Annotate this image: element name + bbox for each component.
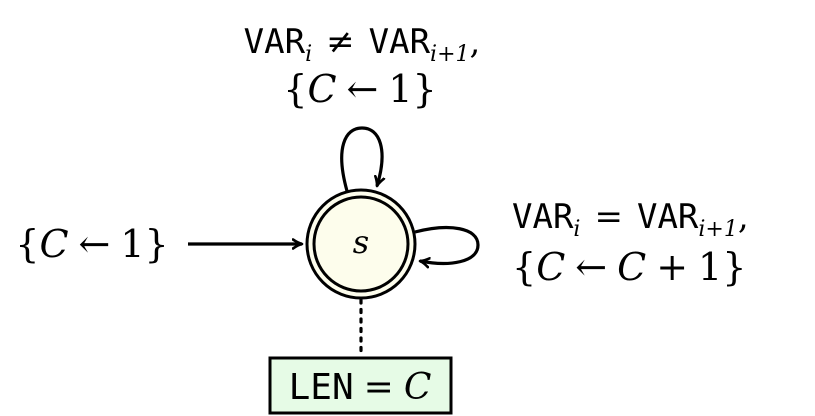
output-box-frame: [268, 356, 453, 415]
output-box-label: LEN = C: [289, 367, 432, 408]
loop-right-label: VARi = VARi+1, {C ← C +1}: [512, 197, 749, 289]
loop-top-label: VARi ≠ VARi+1, {C ← 1}: [244, 22, 481, 111]
loop-top-assignment: {C ← 1}: [283, 67, 436, 111]
state-inner-circle: [312, 195, 410, 293]
state-s: s: [305, 188, 417, 300]
loop-right-assignment: {C ← C +1}: [512, 245, 746, 289]
loop-right-condition: VARi = VARi+1,: [512, 197, 749, 242]
state-label: s: [353, 223, 369, 261]
initial-transition-label: {C ← 1}: [15, 222, 168, 266]
loop-top-edge: [340, 126, 382, 192]
loop-right-edge: [414, 226, 480, 264]
output-box: LEN = C: [268, 356, 453, 415]
loop-top-condition: VARi ≠ VARi+1,: [244, 22, 481, 67]
